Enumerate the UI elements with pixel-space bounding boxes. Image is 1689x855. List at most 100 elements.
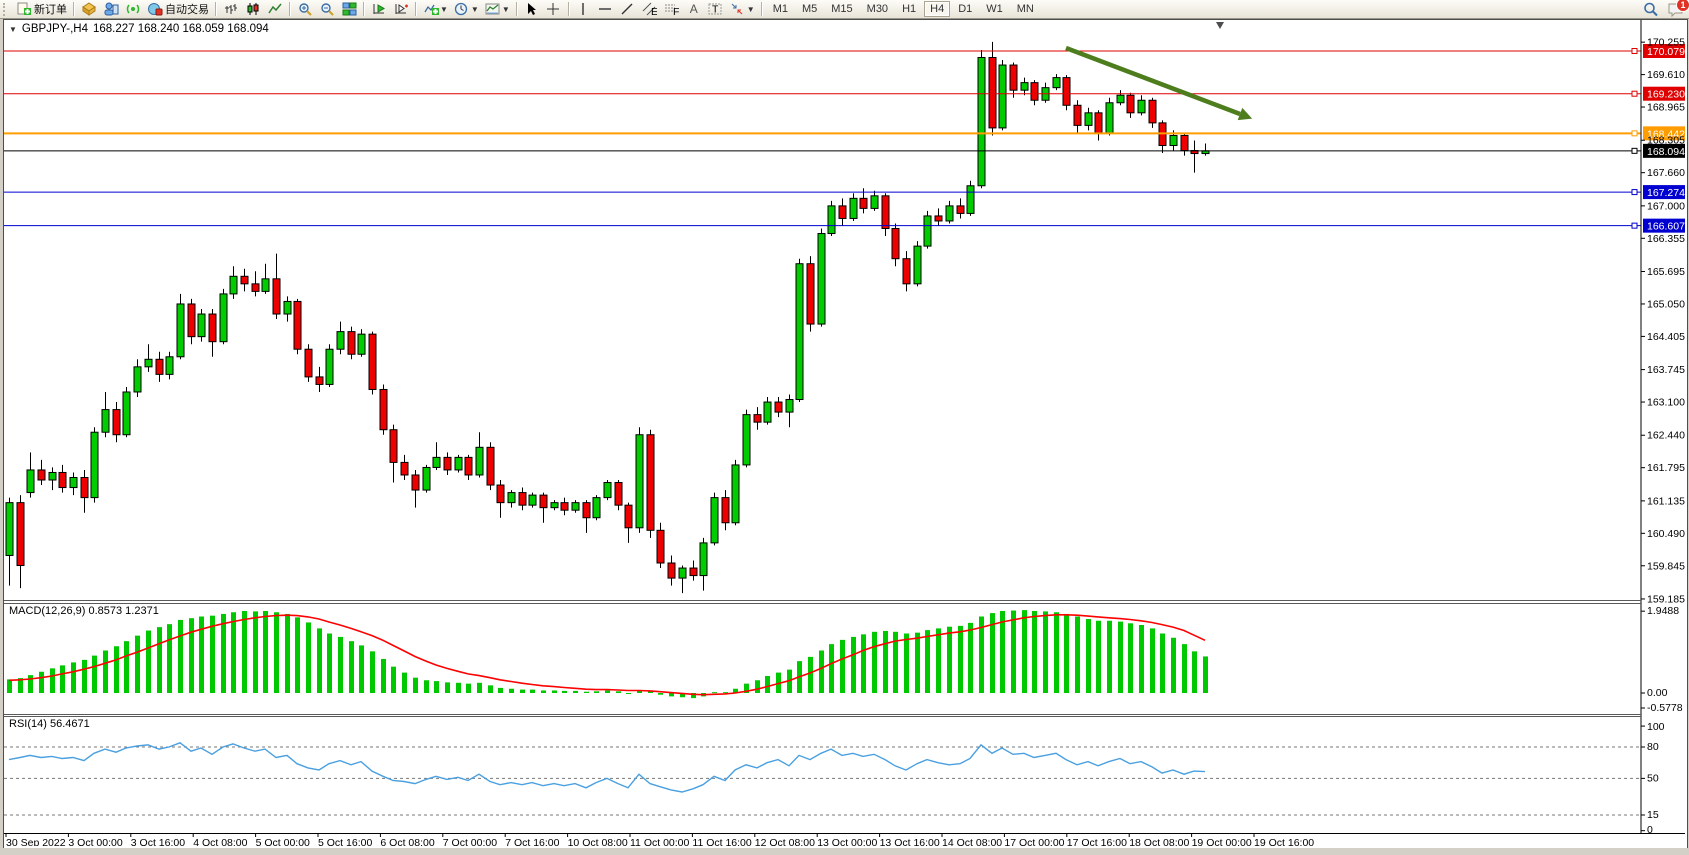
macd-bar: [744, 683, 749, 693]
time-axis-label: 19 Oct 00:00: [1192, 837, 1252, 846]
price-badge: [1643, 143, 1685, 158]
trend-arrow-head[interactable]: [1237, 107, 1253, 121]
chart-shift-button[interactable]: [391, 1, 411, 18]
macd-bar: [1128, 623, 1133, 693]
price-badge: [1643, 185, 1685, 200]
macd-bar: [637, 690, 642, 693]
macd-bar: [1107, 620, 1112, 693]
notifications-button[interactable]: 1: [1667, 0, 1689, 17]
bear-candle: [859, 197, 868, 209]
search-icon[interactable]: [1643, 2, 1659, 17]
cursor-button[interactable]: [522, 1, 542, 18]
macd-bar: [167, 624, 172, 693]
bull-candle: [945, 205, 954, 222]
chart-shift-marker[interactable]: [1216, 22, 1224, 29]
rsi-line: [8, 742, 1206, 793]
price-levels-layer[interactable]: 170.079 169.230 168.442 168.094 167.274 166.6…: [4, 44, 1685, 233]
axis-layer[interactable]: 170.255 169.610 168.965 168.305 167.660 167.0…: [4, 20, 1685, 849]
zoom-in-button[interactable]: [295, 1, 315, 18]
timeframe-m15[interactable]: M15: [831, 3, 853, 15]
bear-candle: [614, 482, 623, 506]
line-chart-button[interactable]: [265, 1, 285, 18]
macd-bar: [359, 645, 364, 693]
separator: [415, 2, 417, 16]
timeframe-w1[interactable]: W1: [986, 3, 1003, 15]
bear-candle: [304, 348, 313, 378]
zoom-in-icon: [297, 2, 313, 17]
price-badge: [1643, 126, 1685, 141]
periods-clock-icon: [454, 2, 470, 17]
price-tick-label: 165.695: [1647, 266, 1685, 278]
shapes-button[interactable]: ▼: [728, 1, 757, 18]
crosshair-button[interactable]: [544, 1, 564, 18]
market-watch-button[interactable]: [79, 1, 99, 18]
macd-bar: [306, 622, 311, 693]
shapes-arrows-icon: [730, 2, 746, 17]
bull-candle: [678, 567, 687, 579]
chart-dropdown-icon[interactable]: ▼: [9, 24, 17, 34]
bear-candle: [1073, 104, 1082, 126]
price-badge: [1643, 218, 1685, 233]
toolbar-grip[interactable]: [3, 2, 10, 16]
horizontal-line-button[interactable]: [596, 1, 616, 18]
bear-candle: [443, 456, 452, 471]
timeframe-h4[interactable]: H4: [924, 1, 951, 17]
macd-bar: [541, 690, 546, 693]
macd-bar: [904, 633, 909, 693]
price-tick-label: 163.745: [1647, 364, 1685, 376]
candlestick-chart-button[interactable]: [243, 1, 263, 18]
time-axis-label: 14 Oct 08:00: [942, 837, 1002, 846]
equidistant-channel-button[interactable]: E: [640, 1, 660, 18]
templates-button[interactable]: ▼: [483, 1, 512, 18]
trendline-button[interactable]: [618, 1, 638, 18]
timeframe-h1[interactable]: H1: [902, 3, 917, 15]
timeframe-m30[interactable]: M30: [866, 3, 889, 15]
zoom-out-button[interactable]: [317, 1, 337, 18]
vertical-line-button[interactable]: [574, 1, 594, 18]
bear-candle: [486, 446, 495, 486]
time-axis-label: 11 Oct 16:00: [692, 837, 752, 846]
chart-canvas[interactable]: 170.079 169.230 168.442 168.094 167.274 166.6…: [4, 20, 1685, 849]
bull-candle: [336, 331, 345, 350]
time-axis-label: 17 Oct 00:00: [1004, 837, 1064, 846]
macd-bar: [391, 666, 396, 693]
bear-candle: [37, 469, 46, 481]
macd-bar: [573, 690, 578, 693]
bull-candle: [1105, 102, 1114, 134]
bull-candle: [699, 542, 708, 577]
signals-button[interactable]: [123, 1, 143, 18]
bull-candle: [197, 313, 206, 338]
autotrading-button[interactable]: 自动交易: [145, 1, 211, 18]
fibonacci-button[interactable]: F: [662, 1, 682, 18]
macd-bar: [349, 641, 354, 693]
macd-bar: [968, 622, 973, 693]
bar-chart-button[interactable]: [221, 1, 241, 18]
timeframe-d1[interactable]: D1: [958, 3, 973, 15]
periods-button[interactable]: ▼: [452, 1, 481, 18]
timeframe-m1[interactable]: M1: [772, 3, 788, 15]
price-badge-text: 169.230: [1647, 89, 1685, 101]
chart-window[interactable]: ▼ GBPJPY-,H4 168.227 168.240 168.059 168…: [3, 19, 1688, 849]
macd-bar: [691, 693, 696, 699]
timeframe-m5[interactable]: M5: [801, 3, 818, 15]
bull-candle: [785, 399, 794, 413]
bear-candle: [1030, 82, 1039, 101]
auto-scroll-button[interactable]: [369, 1, 389, 18]
new-order-button[interactable]: 新订单: [14, 1, 69, 18]
macd-bar: [1171, 637, 1176, 693]
time-axis-label: 13 Oct 16:00: [880, 837, 940, 846]
text-button[interactable]: A: [684, 1, 704, 18]
trend-arrow[interactable]: [1065, 45, 1241, 117]
macd-bar: [1096, 620, 1101, 693]
macd-bar: [1086, 619, 1091, 693]
indicators-button[interactable]: ▼: [421, 1, 450, 18]
macd-scale-label: -0.5778: [1647, 702, 1683, 714]
bear-candle: [582, 502, 591, 519]
macd-bar: [221, 613, 226, 693]
separator: [363, 2, 365, 16]
navigator-button[interactable]: [101, 1, 121, 18]
timeframe-mn[interactable]: MN: [1016, 3, 1034, 15]
text-label-button[interactable]: T: [706, 1, 726, 18]
tile-windows-button[interactable]: [339, 1, 359, 18]
bear-candle: [379, 388, 388, 431]
